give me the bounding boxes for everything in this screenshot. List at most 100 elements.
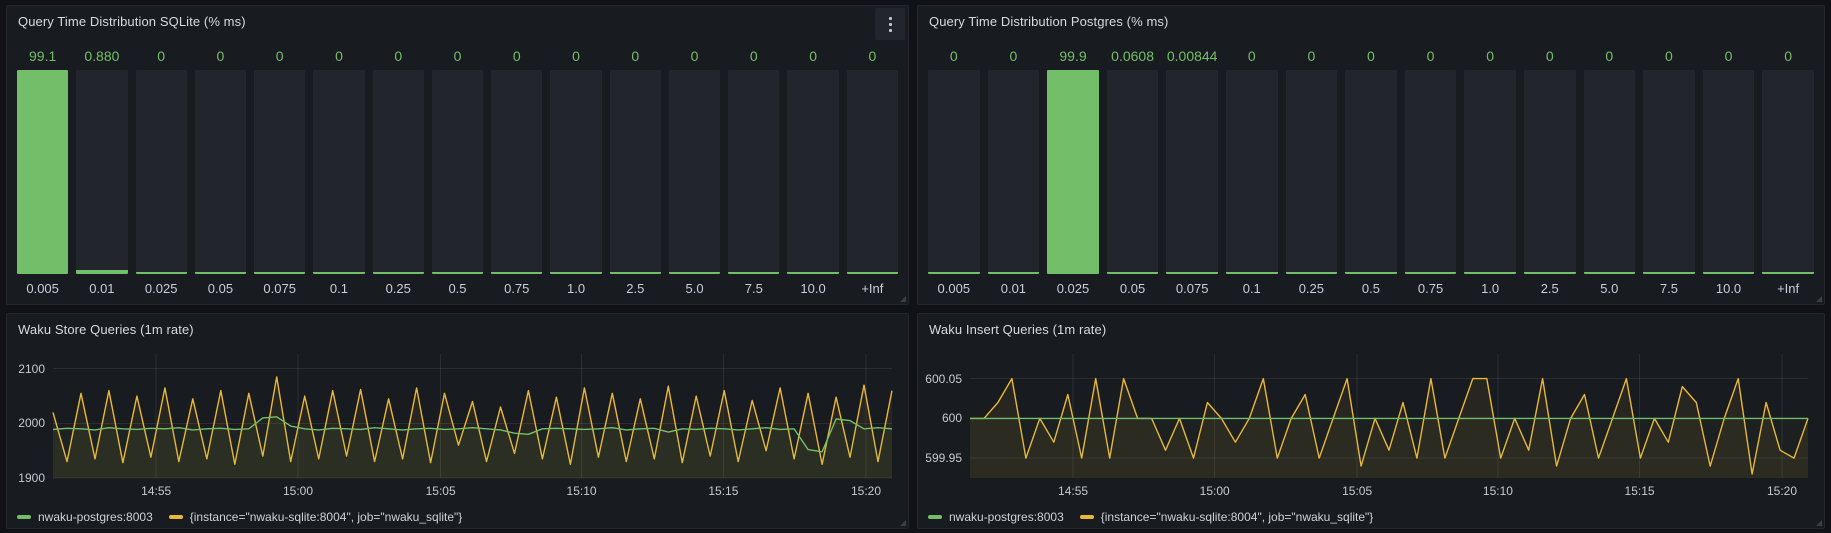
x-axis-label: 15:05 <box>425 484 456 498</box>
legend-item[interactable]: nwaku-postgres:8003 <box>928 510 1064 524</box>
resize-corner-icon[interactable] <box>1816 520 1822 526</box>
histogram-column[interactable]: 0 5.0 <box>1583 46 1636 298</box>
histogram-bar[interactable] <box>609 70 661 274</box>
histogram-column[interactable]: 0 1.0 <box>1464 46 1516 298</box>
histogram-bar[interactable] <box>1583 70 1636 274</box>
bar-value-label: 0 <box>631 48 640 64</box>
histogram-bar[interactable] <box>987 70 1040 274</box>
legend-item[interactable]: {instance="nwaku-sqlite:8004", job="nwak… <box>1079 510 1373 524</box>
histogram-column[interactable]: 0 0.075 <box>254 46 306 298</box>
histogram-bar-fill <box>1166 271 1218 274</box>
histogram-column[interactable]: 0 2.5 <box>1523 46 1576 298</box>
timeseries-plot[interactable] <box>918 314 1824 528</box>
histogram-column[interactable]: 0 7.5 <box>728 46 780 298</box>
histogram-bar-fill <box>1345 272 1397 274</box>
histogram-bar[interactable] <box>1047 70 1099 274</box>
histogram-bar[interactable] <box>668 70 721 274</box>
histogram-column[interactable]: 0 +Inf <box>1762 46 1814 298</box>
histogram-column[interactable]: 0 0.75 <box>491 46 543 298</box>
histogram-column[interactable]: 0 +Inf <box>846 46 898 298</box>
histogram-bar-fill <box>787 272 839 274</box>
panel-title[interactable]: Query Time Distribution Postgres (% ms) <box>929 14 1169 29</box>
histogram-column[interactable]: 0 0.025 <box>135 46 187 298</box>
histogram-column[interactable]: 0 5.0 <box>668 46 721 298</box>
histogram-column[interactable]: 0 0.75 <box>1404 46 1457 298</box>
bucket-label: 5.0 <box>685 281 704 296</box>
histogram-column[interactable]: 0 10.0 <box>1702 46 1755 298</box>
histogram-column[interactable]: 0 7.5 <box>1643 46 1695 298</box>
histogram-column[interactable]: 0 0.1 <box>1225 46 1278 298</box>
panel-title[interactable]: Query Time Distribution SQLite (% ms) <box>18 14 246 29</box>
histogram-bar-fill <box>1643 272 1695 274</box>
legend-item[interactable]: nwaku-postgres:8003 <box>17 510 153 524</box>
histogram-column[interactable]: 0 0.5 <box>1345 46 1397 298</box>
bar-value-label: 0 <box>216 48 225 64</box>
bucket-label: 0.005 <box>937 281 971 296</box>
histogram-bar[interactable] <box>1404 70 1457 274</box>
histogram-column[interactable]: 0 10.0 <box>787 46 839 298</box>
histogram-bar[interactable] <box>728 70 780 274</box>
histogram-bar[interactable] <box>1762 70 1814 274</box>
histogram-column[interactable]: 0 0.1 <box>313 46 365 298</box>
histogram-bar[interactable] <box>17 70 69 274</box>
histogram-column[interactable]: 0.880 0.01 <box>76 46 128 298</box>
bucket-label: 0.1 <box>329 281 348 296</box>
x-axis-label: 14:55 <box>141 484 172 498</box>
x-axis-label: 15:15 <box>1624 484 1655 498</box>
histogram-bar[interactable] <box>1523 70 1576 274</box>
panel-title[interactable]: Waku Store Queries (1m rate) <box>18 322 194 337</box>
histogram-bar[interactable] <box>1345 70 1397 274</box>
histogram-bar[interactable] <box>431 70 484 274</box>
timeseries-chart: 1900 2000 2100 14:55 15:00 15:05 15:10 15:15 15:… <box>7 314 908 528</box>
x-axis-label: 15:00 <box>282 484 313 498</box>
histogram-column[interactable]: 0 0.25 <box>372 46 424 298</box>
histogram-bar[interactable] <box>491 70 543 274</box>
panel-title[interactable]: Waku Insert Queries (1m rate) <box>929 322 1107 337</box>
histogram-bar[interactable] <box>254 70 306 274</box>
bucket-label: 0.025 <box>144 281 178 296</box>
histogram-bar[interactable] <box>1464 70 1516 274</box>
bucket-label: 0.075 <box>263 281 296 296</box>
histogram-column[interactable]: 0 0.005 <box>928 46 980 298</box>
histogram-column[interactable]: 99.9 0.025 <box>1047 46 1099 298</box>
x-axis-label: 15:10 <box>1482 484 1513 498</box>
histogram-column[interactable]: 0 2.5 <box>609 46 661 298</box>
legend: nwaku-postgres:8003 {instance="nwaku-sqli… <box>17 510 462 524</box>
histogram-column[interactable]: 0.0608 0.05 <box>1106 46 1159 298</box>
resize-corner-icon[interactable] <box>1816 296 1822 302</box>
histogram-column[interactable]: 99.1 0.005 <box>17 46 69 298</box>
histogram-column[interactable]: 0 0.01 <box>987 46 1040 298</box>
histogram-bar[interactable] <box>194 70 247 274</box>
histogram-bar[interactable] <box>928 70 980 274</box>
resize-corner-icon[interactable] <box>900 520 906 526</box>
histogram-bar-gauge: 99.1 0.005 0.880 0.01 0 0.025 0 0.05 0 0.075 0 0.1 0… <box>17 46 898 298</box>
histogram-bar-fill <box>17 70 69 274</box>
histogram-bar[interactable] <box>1106 70 1159 274</box>
histogram-bar[interactable] <box>1166 70 1218 274</box>
bucket-label: 0.5 <box>448 281 467 296</box>
kebab-dot <box>888 22 892 26</box>
resize-corner-icon[interactable] <box>900 296 906 302</box>
legend-item[interactable]: {instance="nwaku-sqlite:8004", job="nwak… <box>168 510 462 524</box>
histogram-bar[interactable] <box>1643 70 1695 274</box>
histogram-bar[interactable] <box>313 70 365 274</box>
histogram-column[interactable]: 0 0.5 <box>431 46 484 298</box>
histogram-column[interactable]: 0 1.0 <box>550 46 602 298</box>
kebab-menu-icon[interactable] <box>875 8 905 40</box>
histogram-bar[interactable] <box>1702 70 1755 274</box>
histogram-bar-fill <box>1285 272 1338 274</box>
histogram-column[interactable]: 0 0.25 <box>1285 46 1338 298</box>
timeseries-plot[interactable] <box>7 314 908 528</box>
histogram-bar[interactable] <box>846 70 898 274</box>
histogram-bar[interactable] <box>787 70 839 274</box>
histogram-bar[interactable] <box>372 70 424 274</box>
histogram-bar[interactable] <box>135 70 187 274</box>
histogram-bar[interactable] <box>1225 70 1278 274</box>
histogram-bar[interactable] <box>1285 70 1338 274</box>
histogram-column[interactable]: 0 0.05 <box>194 46 247 298</box>
histogram-bar[interactable] <box>76 70 128 274</box>
histogram-bar[interactable] <box>550 70 602 274</box>
x-axis-label: 15:05 <box>1342 484 1373 498</box>
histogram-column[interactable]: 0.00844 0.075 <box>1166 46 1218 298</box>
bar-value-label: 0 <box>868 48 877 64</box>
